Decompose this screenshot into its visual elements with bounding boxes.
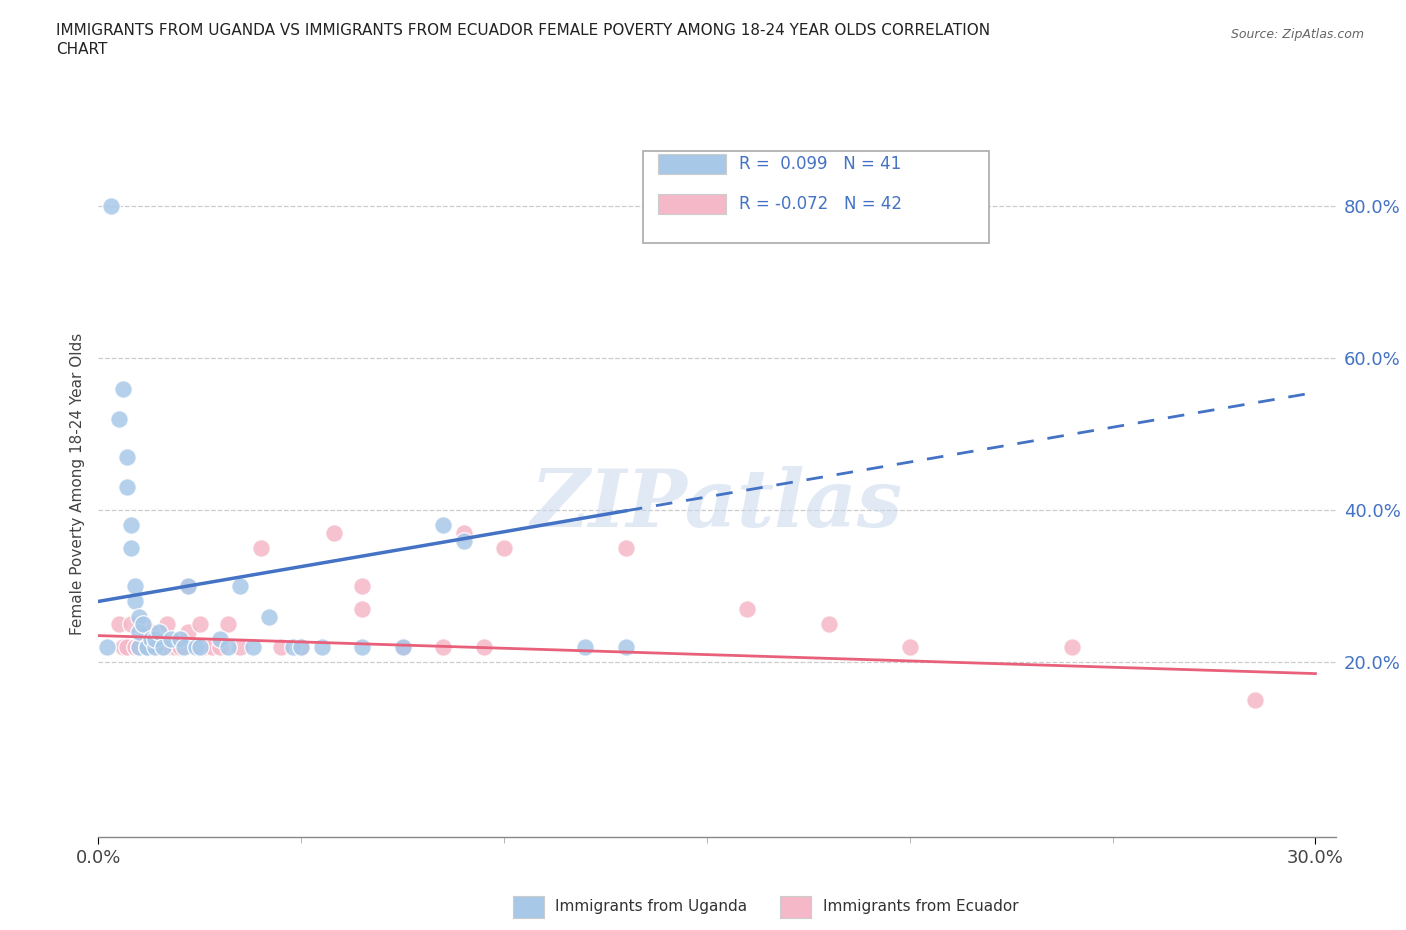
Point (242, 640, 264, 655)
Point (143, 640, 166, 655)
Point (391, 640, 413, 655)
Point (128, 640, 150, 655)
FancyBboxPatch shape (643, 152, 990, 244)
Point (141, 632, 163, 647)
Bar (658, 154, 725, 174)
Point (257, 609, 280, 624)
Point (100, 199, 122, 214)
Text: Source: ZipAtlas.com: Source: ZipAtlas.com (1230, 28, 1364, 41)
Point (614, 540, 637, 555)
Point (290, 640, 312, 655)
Point (124, 578, 146, 593)
Point (311, 640, 333, 655)
Point (136, 640, 159, 655)
Y-axis label: Female Poverty Among 18-24 Year Olds: Female Poverty Among 18-24 Year Olds (69, 333, 84, 635)
Point (111, 640, 134, 655)
Point (156, 617, 179, 631)
Point (1243, 693, 1265, 708)
Point (132, 617, 155, 631)
Point (160, 640, 183, 655)
Point (124, 594, 146, 609)
Point (209, 632, 232, 647)
Text: ZIPatlas: ZIPatlas (531, 466, 903, 543)
Point (188, 617, 211, 631)
Point (217, 617, 239, 631)
Point (120, 540, 142, 555)
Point (176, 578, 198, 593)
Point (120, 617, 142, 631)
Point (136, 640, 159, 655)
Point (391, 640, 413, 655)
Point (249, 540, 271, 555)
Point (898, 640, 921, 655)
Text: CHART: CHART (56, 42, 108, 57)
Point (176, 578, 198, 593)
Point (453, 533, 475, 548)
Point (169, 640, 191, 655)
Point (432, 518, 454, 533)
Point (352, 602, 374, 617)
Point (152, 640, 174, 655)
Point (128, 609, 150, 624)
Point (281, 640, 304, 655)
Point (107, 617, 129, 631)
Point (472, 640, 495, 655)
Point (128, 624, 150, 639)
Point (737, 602, 759, 617)
Point (352, 578, 374, 593)
Point (165, 640, 187, 655)
Point (148, 624, 170, 639)
Point (96, 640, 118, 655)
Point (614, 640, 637, 655)
Point (152, 640, 174, 655)
Point (176, 624, 198, 639)
Text: Immigrants from Ecuador: Immigrants from Ecuador (823, 899, 1018, 914)
Point (290, 640, 312, 655)
Point (193, 640, 215, 655)
Text: IMMIGRANTS FROM UGANDA VS IMMIGRANTS FROM ECUADOR FEMALE POVERTY AMONG 18-24 YEA: IMMIGRANTS FROM UGANDA VS IMMIGRANTS FRO… (56, 23, 990, 38)
Point (141, 624, 163, 639)
Point (217, 640, 239, 655)
Point (115, 480, 138, 495)
Point (188, 640, 211, 655)
Bar (658, 193, 725, 214)
Point (270, 640, 292, 655)
Point (184, 640, 207, 655)
Point (453, 525, 475, 540)
Point (169, 632, 191, 647)
Point (201, 640, 224, 655)
Point (432, 640, 454, 655)
Point (143, 632, 166, 647)
Point (107, 412, 129, 427)
Point (132, 617, 155, 631)
Point (1060, 640, 1083, 655)
Point (322, 525, 344, 540)
Point (128, 640, 150, 655)
Point (209, 640, 232, 655)
Point (120, 518, 142, 533)
Point (115, 449, 138, 464)
Text: R = -0.072   N = 42: R = -0.072 N = 42 (740, 194, 903, 213)
Point (143, 640, 166, 655)
Point (111, 381, 134, 396)
Text: Immigrants from Uganda: Immigrants from Uganda (555, 899, 748, 914)
Point (494, 540, 516, 555)
Point (160, 632, 183, 647)
Point (173, 640, 195, 655)
Point (184, 640, 207, 655)
Point (352, 640, 374, 655)
Point (817, 617, 839, 631)
Point (148, 640, 170, 655)
Text: R =  0.099   N = 41: R = 0.099 N = 41 (740, 155, 901, 173)
Point (229, 640, 252, 655)
Point (115, 640, 138, 655)
Point (574, 640, 596, 655)
Point (229, 578, 252, 593)
Point (124, 640, 146, 655)
Point (136, 640, 159, 655)
